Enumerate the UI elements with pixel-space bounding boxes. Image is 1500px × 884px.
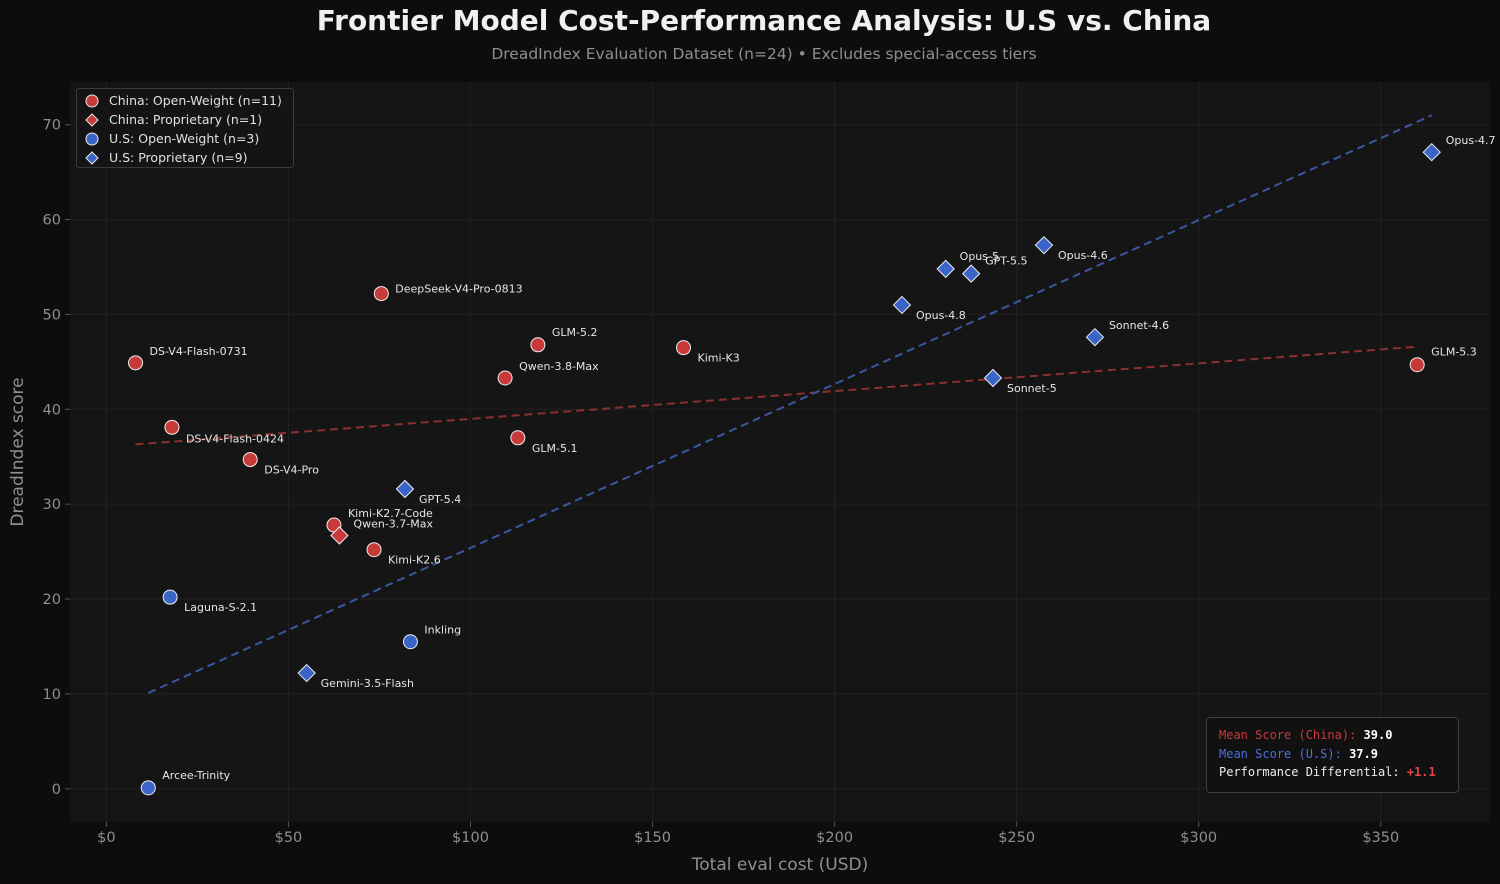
us-proprietary-point	[1422, 142, 1441, 162]
point-label: Sonnet-5	[1007, 382, 1057, 395]
x-tick-label: $250	[998, 830, 1035, 846]
china-open-weight-point	[373, 286, 389, 302]
legend-item-us-proprietary: U.S: Proprietary (n=9)	[85, 148, 293, 167]
point-label: Laguna-S-2.1	[184, 601, 257, 614]
china-open-weight-point	[164, 419, 180, 435]
y-tick-label: 50	[43, 307, 61, 323]
china-open-weight-point	[530, 337, 546, 353]
y-tick-label: 10	[43, 687, 61, 703]
legend-label: China: Open-Weight (n=11)	[109, 93, 282, 108]
point-label: GLM-5.2	[552, 326, 598, 339]
stat-us-value: 37.9	[1349, 746, 1378, 761]
diamond-marker-icon	[85, 112, 99, 127]
legend-item-china-proprietary: China: Proprietary (n=1)	[85, 110, 293, 129]
point-label: Opus-5	[960, 250, 999, 263]
diamond-marker-icon	[85, 150, 99, 165]
us-proprietary-point	[1085, 327, 1105, 347]
point-labels: DS-V4-Flash-0731 DS-V4-Flash-0424 DS-V4-Pr…	[150, 134, 1496, 782]
us-open-weight-point	[402, 634, 418, 650]
point-label: Qwen-3.7-Max	[353, 517, 433, 530]
point-label: Sonnet-4.6	[1109, 319, 1169, 332]
us-proprietary-point	[983, 368, 1003, 388]
legend-label: U.S: Proprietary (n=9)	[109, 150, 248, 165]
x-axis-ticks: $0 $50 $100 $150 $200 $250 $300 $350	[97, 822, 1399, 846]
y-tick-label: 70	[43, 118, 61, 134]
x-tick-label: $350	[1362, 830, 1399, 846]
china-open-weight-point	[1409, 357, 1425, 373]
point-label: DS-V4-Pro	[264, 464, 319, 477]
point-label: Gemini-3.5-Flash	[321, 677, 414, 690]
circle-marker-icon	[85, 132, 99, 146]
china-proprietary-point	[330, 526, 349, 545]
legend-item-china-open-weight: China: Open-Weight (n=11)	[85, 91, 293, 110]
y-tick-label: 0	[52, 782, 61, 798]
x-tick-label: $100	[452, 830, 489, 846]
point-label: DeepSeek-V4-Pro-0813	[395, 283, 522, 296]
china-open-weight-point	[676, 340, 692, 356]
x-tick-label: $300	[1180, 830, 1217, 846]
point-label: Opus-4.7	[1446, 134, 1496, 147]
china-open-weight-point	[497, 370, 513, 386]
china-trend-line	[135, 345, 1418, 446]
chart-title: Frontier Model Cost-Performance Analysis…	[316, 4, 1212, 37]
us-proprietary-point	[1034, 235, 1054, 255]
stat-diff-value: +1.1	[1406, 765, 1436, 779]
china-open-weight-point	[510, 430, 526, 446]
us-proprietary-point	[892, 295, 912, 315]
point-label: DS-V4-Flash-0731	[150, 345, 248, 358]
legend-label: China: Proprietary (n=1)	[109, 112, 263, 127]
x-axis-label: Total eval cost (USD)	[691, 855, 868, 875]
china-open-weight-point	[366, 542, 382, 558]
x-tick-label: $50	[275, 830, 303, 846]
china-open-weight-point	[128, 355, 144, 371]
stat-us-label: Mean Score (U.S):	[1219, 746, 1342, 761]
point-label: Opus-4.8	[916, 309, 966, 322]
y-tick-label: 30	[43, 497, 61, 513]
legend: China: Open-Weight (n=11) China: Proprie…	[76, 88, 294, 168]
point-label: Opus-4.6	[1058, 249, 1108, 262]
y-axis-ticks: 0 10 20 30 40 50 60 70	[43, 118, 70, 798]
us-proprietary-point	[395, 479, 415, 499]
circle-marker-icon	[85, 94, 99, 108]
plot-area	[70, 82, 1490, 822]
china-open-weight-point	[242, 452, 258, 468]
us-proprietary-point	[961, 264, 981, 283]
data-points	[128, 142, 1441, 796]
y-tick-label: 20	[43, 592, 61, 608]
point-label: Kimi-K3	[698, 352, 740, 365]
y-tick-label: 40	[43, 402, 61, 418]
trend-lines	[135, 114, 1433, 694]
stat-china: Mean Score (China): 39.0	[1219, 728, 1458, 747]
point-label: Qwen-3.8-Max	[519, 360, 599, 373]
us-trend-line	[147, 114, 1433, 694]
stat-differential: Performance Differential: +1.1	[1219, 765, 1458, 784]
us-open-weight-point	[140, 780, 156, 796]
y-tick-label: 60	[43, 213, 61, 229]
x-tick-label: $0	[97, 830, 115, 846]
stat-diff-label: Performance Differential:	[1219, 765, 1400, 779]
stat-china-label: Mean Score (China):	[1219, 728, 1357, 742]
point-label: GPT-5.5	[985, 255, 1027, 268]
point-label: GLM-5.3	[1431, 346, 1477, 359]
us-proprietary-point	[297, 663, 316, 683]
point-label: DS-V4-Flash-0424	[186, 432, 284, 445]
y-axis-label: DreadIndex score	[8, 377, 28, 526]
point-label: Kimi-K2.7-Code	[348, 507, 433, 520]
point-label: Inkling	[424, 624, 461, 637]
x-tick-label: $200	[816, 830, 853, 846]
us-proprietary-point	[936, 259, 955, 279]
point-label: Kimi-K2.6	[388, 554, 441, 567]
x-tick-label: $150	[634, 830, 671, 846]
us-open-weight-point	[162, 589, 178, 605]
chart-subtitle: DreadIndex Evaluation Dataset (n=24) • E…	[491, 45, 1037, 63]
legend-item-us-open-weight: U.S: Open-Weight (n=3)	[85, 129, 293, 148]
stat-us: Mean Score (U.S): 37.9	[1219, 747, 1458, 766]
point-label: GLM-5.1	[532, 442, 578, 455]
point-label: Arcee-Trinity	[162, 769, 230, 782]
stats-box: Mean Score (China): 39.0 Mean Score (U.S…	[1206, 717, 1459, 793]
legend-label: U.S: Open-Weight (n=3)	[109, 131, 260, 146]
point-label: GPT-5.4	[419, 493, 461, 506]
stat-china-value: 39.0	[1363, 728, 1393, 742]
